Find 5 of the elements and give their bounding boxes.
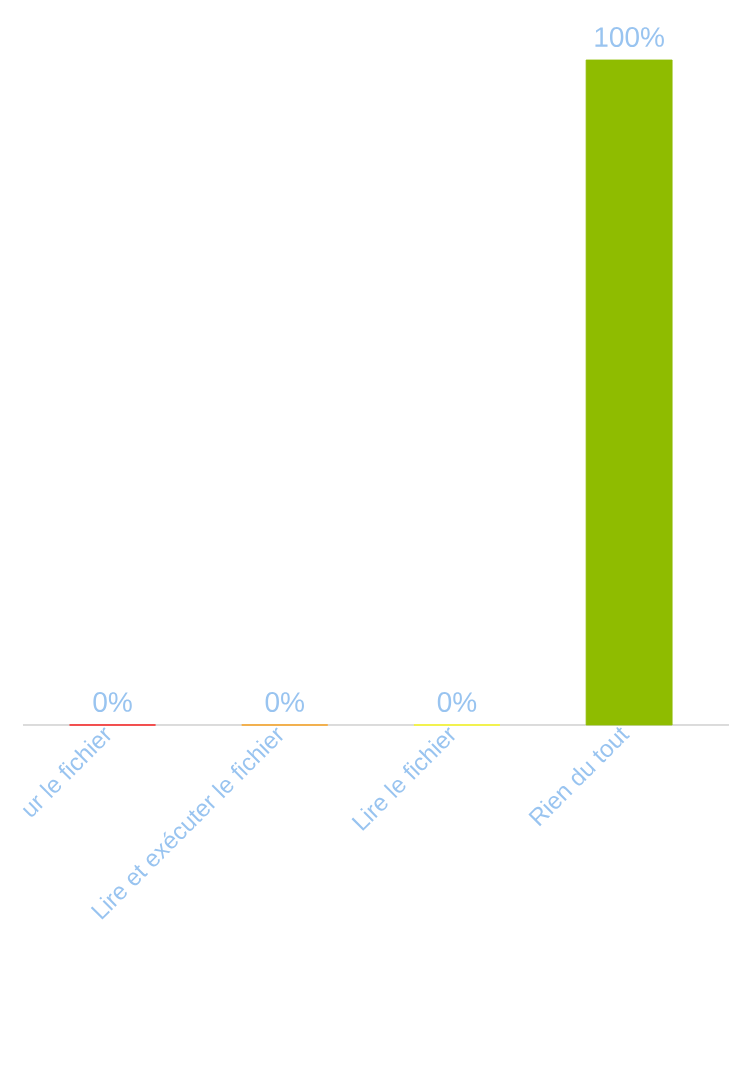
data-label: 0% <box>437 692 476 712</box>
data-label: 0% <box>93 692 132 712</box>
data-label: 100% <box>595 27 664 47</box>
x-tick-label: Rien du tout <box>528 727 630 827</box>
data-label: 0% <box>265 692 304 712</box>
